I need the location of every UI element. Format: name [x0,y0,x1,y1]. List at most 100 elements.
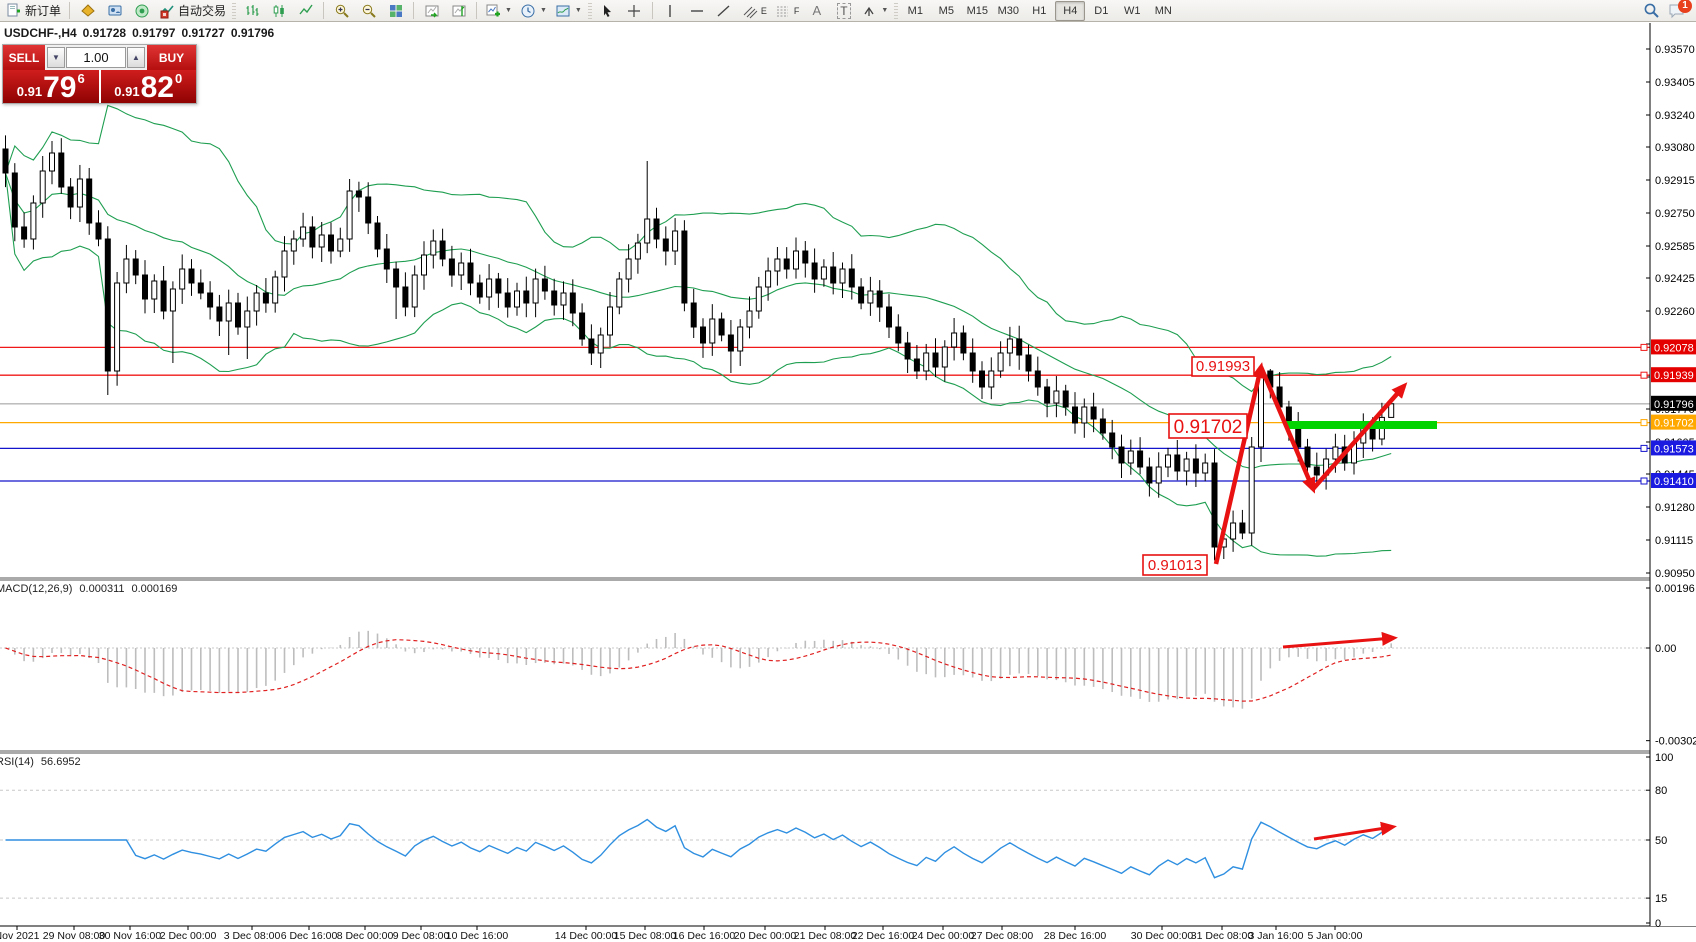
price-annotation-box[interactable] [1142,554,1208,576]
vertical-line-button[interactable] [657,0,684,21]
templates-dropdown[interactable]: ▼ [551,0,586,21]
volume-input[interactable]: 1.00 [66,47,126,68]
green-level-bar[interactable] [1286,421,1437,429]
tile-windows-button[interactable] [382,0,409,21]
horizontal-line-button[interactable] [684,0,711,21]
terminal-button[interactable] [101,0,128,21]
autoscroll-button[interactable] [418,0,445,21]
red-macd-arrow[interactable] [1282,631,1398,649]
tab-timeframe-m5[interactable]: M5 [938,4,954,17]
macd-histogram-bar [609,648,611,674]
candle [58,152,65,188]
price-annotation-box[interactable] [1191,356,1255,377]
fibonacci-button[interactable]: F [771,0,804,21]
candle [393,268,400,288]
candle [1099,418,1106,434]
time-tick-label: 5 Jan 00:00 [1308,930,1363,942]
macd-histogram-bar [860,645,862,648]
cursor-button[interactable] [594,0,621,21]
text-button[interactable]: A [812,3,822,18]
macd-histogram-bar [823,639,825,648]
autotrading-button[interactable]: 自动交易 [155,0,230,21]
bar-chart-button[interactable] [238,0,265,21]
new-order-button[interactable]: 新订单 [2,0,65,21]
tab-timeframe-m15[interactable]: M15 [966,4,988,17]
candle [1034,370,1041,388]
periods-dropdown[interactable]: ▼ [516,0,551,21]
macd-histogram-bar [1316,648,1318,662]
channel-icon [743,6,758,18]
text-label-button[interactable]: T [830,0,857,21]
red-trend-arrow[interactable] [1311,382,1408,491]
line-chart-button[interactable] [292,0,319,21]
indicators-dropdown[interactable]: ▼ [481,0,516,21]
main-toolbar: 新订单 自动交易 ▼ ▼ ▼ E F A T ▼ [0,0,1696,22]
metaeditor-button[interactable] [74,0,101,21]
red-trend-arrow[interactable] [1213,362,1266,565]
macd-histogram-bar [748,648,751,667]
tab-timeframe-w1[interactable]: W1 [1124,4,1141,17]
price-axis[interactable]: 0.93570 0.93405 0.93240 0.93080 0.92915 0.927… [1640,23,1696,930]
candle [1025,354,1032,372]
candle [95,222,102,240]
macd-pane[interactable] [0,630,1650,709]
candle [486,278,493,298]
volume-down-button[interactable]: ▼ [47,47,65,68]
macd-histogram-bar [339,644,342,648]
macd-histogram-bar [953,648,955,675]
macd-histogram-bar [348,637,351,648]
tab-timeframe-h4[interactable]: H4 [1055,0,1086,21]
macd-histogram-bar [320,648,323,650]
buy-button[interactable]: BUY [147,45,196,70]
channel-button[interactable]: E [738,0,771,21]
macd-histogram-bar [330,647,332,649]
signals-button[interactable] [128,0,155,21]
line-anchor-handle[interactable] [1640,343,1648,351]
candle [1183,458,1190,472]
buy-price-button[interactable]: 0.91 82 0 [100,70,196,103]
tab-timeframe-m30[interactable]: M30 [997,4,1019,17]
arrows-dropdown[interactable]: ▼ [857,0,892,21]
tab-timeframe-m1[interactable]: M1 [907,4,923,17]
macd-histogram-bar [367,630,369,648]
macd-histogram-bar [906,648,909,666]
chart-shift-button[interactable] [445,0,472,21]
new-order-icon [7,3,20,16]
candle [1062,390,1069,408]
zoom-in-button[interactable] [328,0,355,21]
red-trend-arrow[interactable] [1258,366,1316,494]
macd-histogram-bar [1381,648,1383,649]
zoom-out-button[interactable] [355,0,382,21]
line-anchor-handle[interactable] [1640,419,1648,427]
trendline-button[interactable] [711,0,738,21]
red-rsi-arrow[interactable] [1313,821,1397,841]
search-icon[interactable] [1643,2,1660,19]
macd-tick-label: 0.00196 [1655,583,1695,595]
volume-up-button[interactable]: ▲ [127,47,145,68]
line-anchor-handle[interactable] [1640,477,1648,485]
macd-histogram-bar [674,633,676,648]
price-annotation-box[interactable] [1168,413,1248,439]
line-anchor-handle[interactable] [1640,371,1648,379]
macd-histogram-bar [832,640,834,648]
rsi-pane[interactable] [0,789,1650,899]
candlestick-button[interactable] [265,0,292,21]
line-anchor-handle[interactable] [1640,444,1648,452]
candle [49,152,55,172]
macd-histogram-bar [1353,648,1355,658]
tab-timeframe-h1[interactable]: H1 [1032,4,1047,17]
candle [328,234,334,252]
crosshair-button[interactable] [621,0,648,21]
tab-timeframe-mn[interactable]: MN [1154,4,1172,17]
time-tick-label: 15 Dec 08:00 [614,930,677,942]
sell-button[interactable]: SELL [3,45,45,70]
macd-tick-label: 0.00 [1655,643,1676,655]
tab-timeframe-d1[interactable]: D1 [1094,4,1109,17]
macd-histogram-bar [432,648,435,650]
macd-histogram-bar [162,648,165,697]
sell-price-button[interactable]: 0.91 79 6 [3,70,99,103]
notification-button[interactable]: 1 [1668,0,1692,19]
macd-histogram-bar [1139,648,1141,699]
